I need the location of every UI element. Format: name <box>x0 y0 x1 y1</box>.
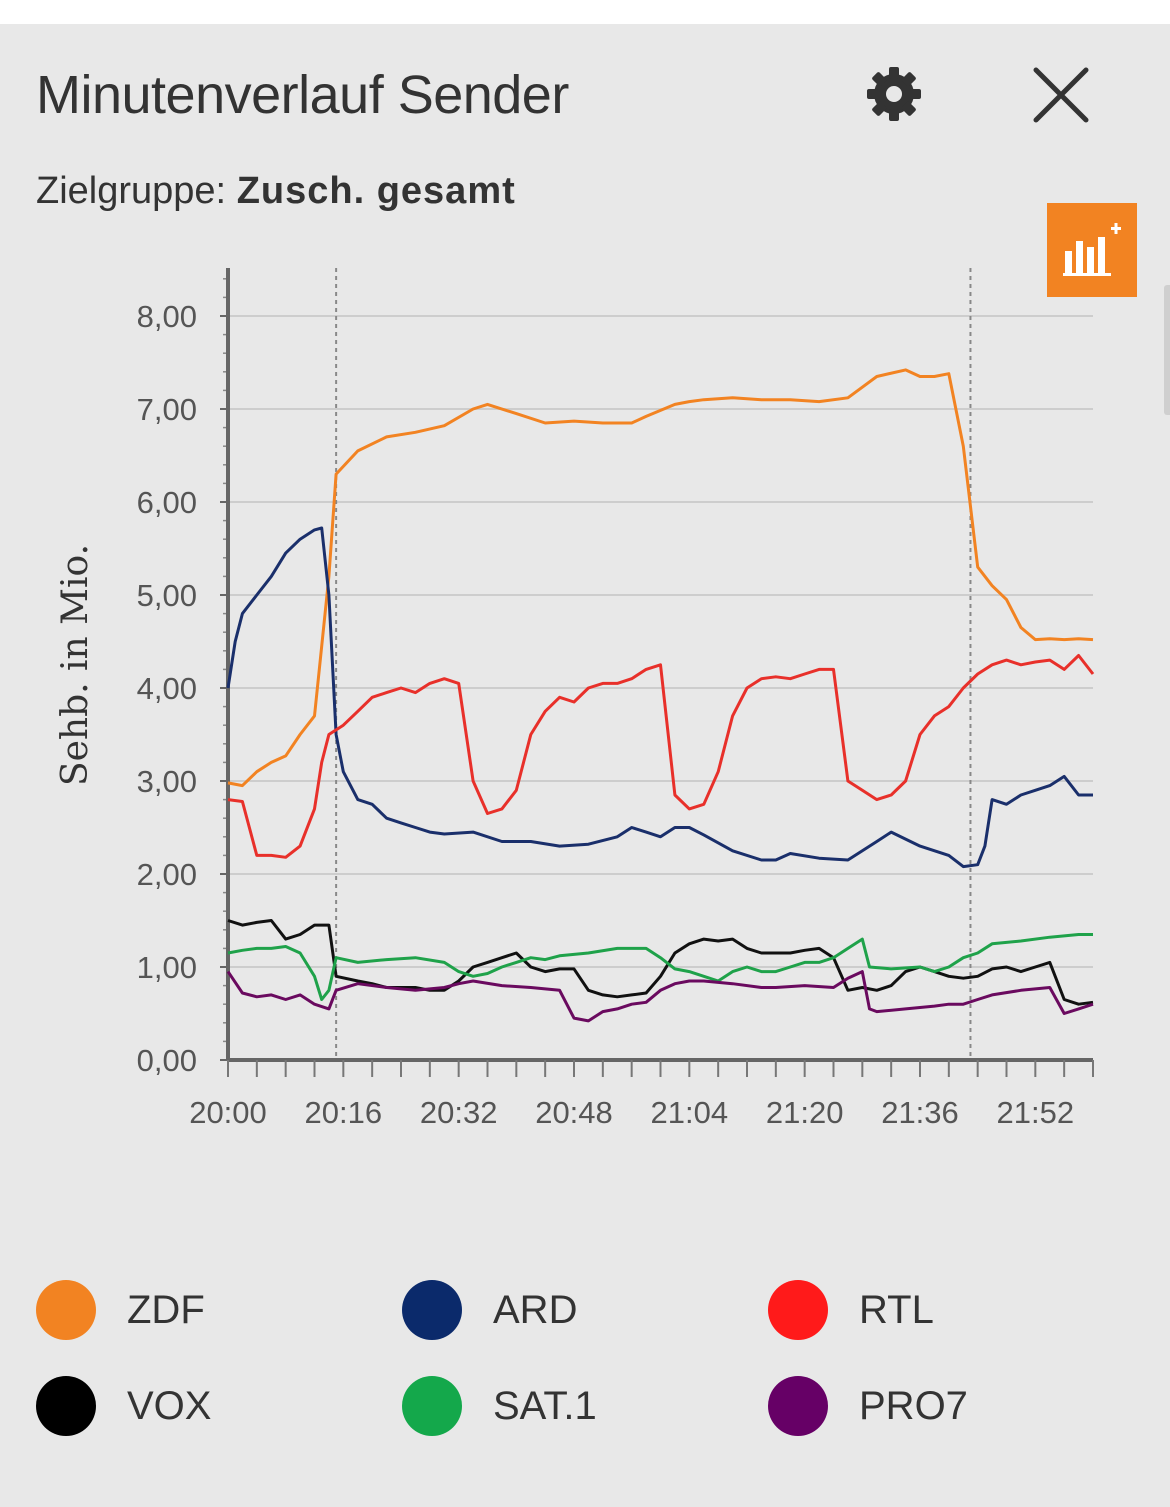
target-group: Zielgruppe: Zusch. gesamt <box>36 170 516 213</box>
legend-label: SAT.1 <box>493 1383 597 1428</box>
x-tick-label: 20:16 <box>305 1095 383 1130</box>
y-tick-label: 7,00 <box>137 392 197 427</box>
x-tick-label: 20:32 <box>420 1095 498 1130</box>
series-line-zdf <box>227 368 1094 788</box>
legend-label: PRO7 <box>859 1383 968 1428</box>
legend-item-pro7[interactable]: PRO7 <box>768 1376 968 1436</box>
series-lines <box>226 368 1095 1023</box>
legend-label: ARD <box>493 1287 578 1332</box>
y-tick-label: 6,00 <box>137 485 197 520</box>
line-chart: 0,00 1,00 2,00 3,00 4,00 5,00 6,00 7,00 8,00 20:… <box>55 268 1095 1130</box>
close-icon[interactable] <box>1030 64 1092 126</box>
y-tick-label: 1,00 <box>137 950 197 985</box>
side-drawer-handle[interactable] <box>1164 285 1170 415</box>
page-title: Minutenverlauf Sender <box>36 65 569 125</box>
y-axis-label: Sehb. in Mio. <box>55 544 96 786</box>
y-tick-label: 3,00 <box>137 764 197 799</box>
x-tick-label: 20:48 <box>535 1095 613 1130</box>
legend-item-rtl[interactable]: RTL <box>768 1280 934 1340</box>
legend-item-vox[interactable]: VOX <box>36 1376 211 1436</box>
grid <box>220 278 1093 1061</box>
y-tick-label: 8,00 <box>137 299 197 334</box>
y-tick-label: 4,00 <box>137 671 197 706</box>
legend-swatch <box>36 1376 96 1436</box>
legend-label: VOX <box>127 1383 212 1428</box>
legend-swatch <box>402 1376 462 1436</box>
time-markers <box>335 268 972 1060</box>
legend-item-sat1[interactable]: SAT.1 <box>402 1376 597 1436</box>
legend-item-ard[interactable]: ARD <box>402 1280 577 1340</box>
gear-icon[interactable] <box>864 64 924 124</box>
bar-chart-plus-icon <box>1063 223 1121 276</box>
y-tick-labels: 0,00 1,00 2,00 3,00 4,00 5,00 6,00 7,00 8,00 <box>137 299 197 1078</box>
x-tick-label: 21:36 <box>881 1095 959 1130</box>
x-tick-label: 20:00 <box>189 1095 267 1130</box>
x-tick-label: 21:20 <box>766 1095 844 1130</box>
series-line-vox <box>227 919 1094 1006</box>
x-tick-label: 21:52 <box>997 1095 1075 1130</box>
axes <box>226 268 1094 1077</box>
target-group-value: Zusch. gesamt <box>236 170 516 212</box>
legend-label: RTL <box>859 1287 934 1332</box>
series-line-pro7 <box>226 970 1094 1023</box>
legend-swatch <box>768 1280 828 1340</box>
y-tick-label: 5,00 <box>137 578 197 613</box>
legend-label: ZDF <box>127 1287 205 1332</box>
y-tick-label: 0,00 <box>137 1043 197 1078</box>
legend-item-zdf[interactable]: ZDF <box>36 1280 205 1340</box>
series-line-sat1 <box>227 933 1093 1001</box>
x-tick-label: 21:04 <box>651 1095 729 1130</box>
series-line-rtl <box>227 654 1095 859</box>
add-chart-button[interactable] <box>1047 203 1137 297</box>
y-tick-label: 2,00 <box>137 857 197 892</box>
legend-swatch <box>36 1280 96 1340</box>
legend-swatch <box>768 1376 828 1436</box>
x-tick-labels: 20:00 20:16 20:32 20:48 21:04 21:20 21:36 21:52 <box>189 1095 1074 1130</box>
series-line-ard <box>226 526 1093 869</box>
target-group-label: Zielgruppe: <box>36 170 227 212</box>
legend-swatch <box>402 1280 462 1340</box>
panel: Minutenverlauf Sender Zielgruppe: Zusch.… <box>0 24 1170 1507</box>
